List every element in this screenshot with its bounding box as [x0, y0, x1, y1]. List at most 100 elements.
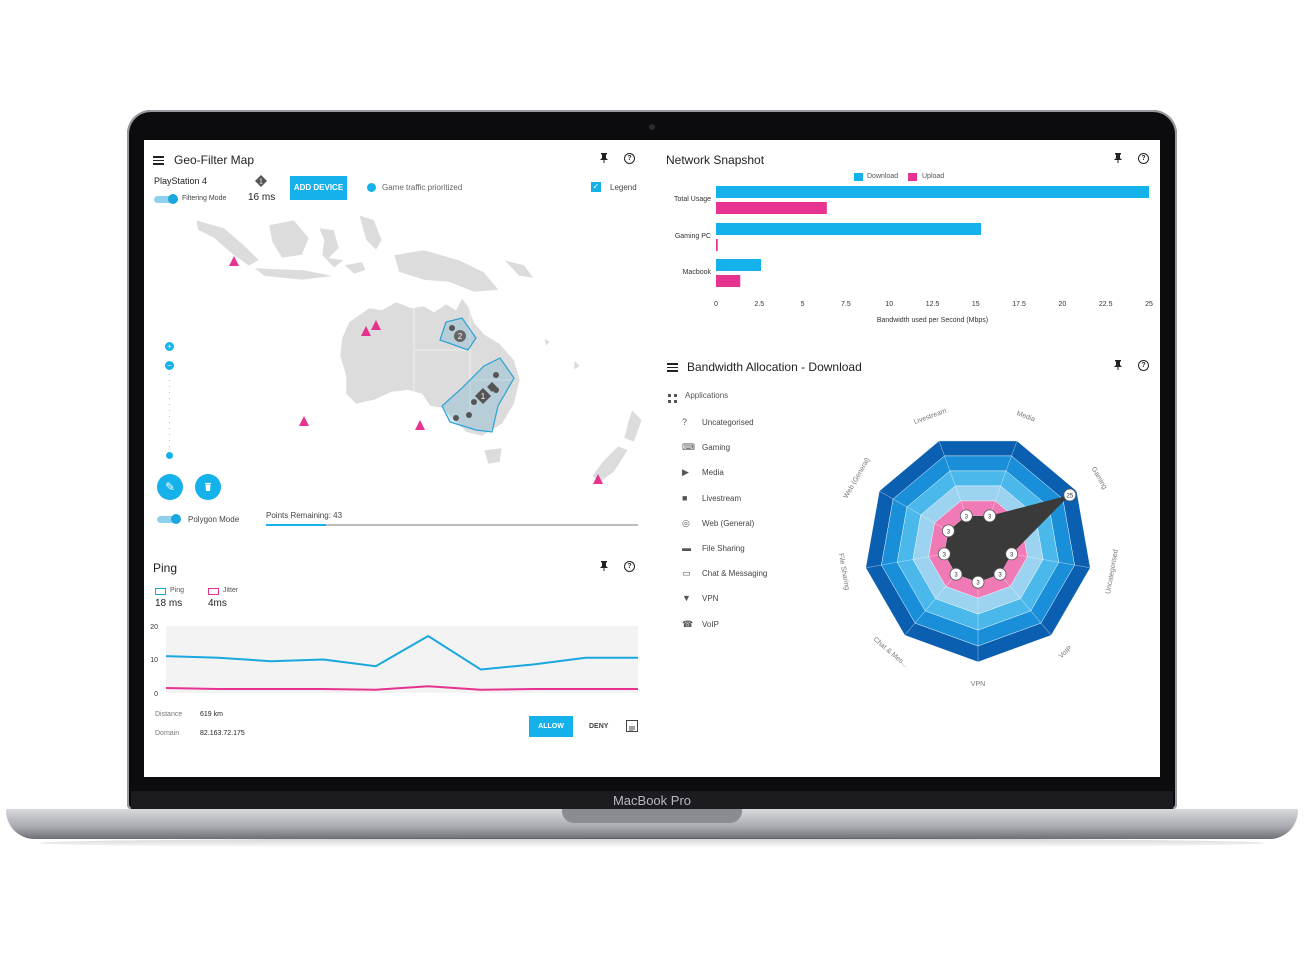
- ping-ytick: 0: [154, 691, 158, 698]
- filtering-mode-label: Filtering Mode: [182, 195, 227, 202]
- blocked-triangle[interactable]: [229, 256, 239, 266]
- zoom-in-icon[interactable]: +: [165, 342, 174, 351]
- legend-label: Legend: [610, 183, 637, 192]
- ping-pin-icon[interactable]: [598, 560, 610, 572]
- bar-upload: [716, 239, 718, 251]
- bandwidth-menu-icon[interactable]: [667, 361, 679, 373]
- game-traffic-label: Game traffic prioritized: [382, 183, 463, 192]
- map-point[interactable]: [466, 412, 472, 418]
- radar-point[interactable]: [983, 509, 997, 523]
- media-icon: ▶: [682, 467, 689, 478]
- ping-value: 18 ms: [155, 598, 183, 609]
- bar-category-label: Gaming PC: [675, 233, 711, 240]
- domain-value: 82.163.72.175: [200, 730, 245, 737]
- bar-download: [716, 259, 762, 271]
- bandwidth-help-icon[interactable]: ?: [1138, 360, 1149, 371]
- radar-point[interactable]: [941, 524, 955, 538]
- jitter-value: 4ms: [208, 598, 227, 609]
- radar-point-label: 3: [1010, 552, 1014, 558]
- bar-upload: [716, 202, 827, 214]
- radar-axis-label: VPN: [971, 681, 985, 688]
- web-icon: ◎: [682, 517, 690, 528]
- legend-checkbox[interactable]: ✓: [591, 182, 601, 192]
- distance-label: Distance: [155, 711, 183, 718]
- delete-icon[interactable]: [195, 474, 221, 500]
- snapshot-help-icon[interactable]: ?: [1138, 153, 1149, 164]
- download-legend-swatch: [854, 173, 863, 181]
- radar-axis-label: Chat & Mes...: [872, 636, 909, 669]
- bar-category-label: Total Usage: [674, 196, 711, 203]
- blocked-triangle[interactable]: [361, 326, 371, 336]
- radar-point[interactable]: [993, 567, 1007, 581]
- polygon-mode-label: Polygon Mode: [188, 515, 240, 524]
- radar-value-area: [944, 495, 1070, 583]
- map-marker-diamond[interactable]: [487, 382, 497, 392]
- cluster-1[interactable]: 1: [475, 388, 491, 404]
- zoom-slider-handle[interactable]: [166, 452, 173, 459]
- jitter-line: [165, 685, 638, 691]
- radar-axis-label: Uncategorised: [1105, 549, 1120, 595]
- map-point[interactable]: [493, 372, 499, 378]
- allow-button[interactable]: ALLOW: [529, 716, 573, 737]
- radar-point-label: 3: [965, 514, 969, 520]
- radar-point[interactable]: [959, 509, 973, 523]
- radar-point-label: 3: [947, 529, 951, 535]
- radar-point[interactable]: [1005, 547, 1019, 561]
- upload-legend-swatch: [908, 173, 917, 181]
- map-point[interactable]: [471, 399, 477, 405]
- map-point[interactable]: [449, 325, 455, 331]
- radar-point[interactable]: [937, 547, 951, 561]
- app-item-label: File Sharing: [702, 544, 745, 553]
- blocked-triangle[interactable]: [299, 416, 309, 426]
- map-point[interactable]: [453, 415, 459, 421]
- ping-help-icon[interactable]: ?: [624, 561, 635, 572]
- jitter-legend-label: Jitter: [223, 587, 239, 594]
- app-item-label: Media: [702, 468, 724, 478]
- bandwidth-title: Bandwidth Allocation - Download: [687, 360, 862, 374]
- help-icon[interactable]: ?: [624, 153, 635, 164]
- bar-download: [716, 223, 981, 235]
- bar-xtick: 10: [885, 301, 893, 308]
- radar-axis-label: Livestream: [913, 408, 948, 426]
- server-points: [449, 325, 499, 421]
- blocked-triangle[interactable]: [593, 474, 603, 484]
- radar-point[interactable]: [971, 575, 985, 589]
- snapshot-pin-icon[interactable]: [1112, 152, 1124, 164]
- bar-xtick: 0: [714, 301, 718, 308]
- ping-ytick: 10: [150, 657, 158, 664]
- blocked-triangle[interactable]: [371, 320, 381, 330]
- latency-value: 16 ms: [248, 192, 276, 203]
- radar-point-label: 3: [954, 573, 958, 579]
- snapshot-title: Network Snapshot: [666, 153, 765, 167]
- applications-grid-icon: [668, 391, 678, 403]
- zoom-slider[interactable]: [169, 374, 170, 454]
- zoom-out-icon[interactable]: −: [165, 361, 174, 370]
- points-progress-fill: [266, 524, 326, 526]
- blocked-triangle[interactable]: [415, 420, 425, 430]
- bar-xtick: 22.5: [1099, 301, 1113, 308]
- cluster-2[interactable]: 2: [454, 330, 466, 342]
- laptop-shadow: [40, 838, 1264, 848]
- add-device-button[interactable]: ADD DEVICE: [290, 176, 347, 200]
- polygon-mode-toggle[interactable]: [157, 514, 181, 524]
- bar-download: [716, 186, 1149, 198]
- bar-xtick: 12.5: [926, 301, 940, 308]
- bandwidth-pin-icon[interactable]: [1112, 359, 1124, 371]
- details-icon[interactable]: [626, 720, 638, 732]
- laptop-notch: [562, 809, 742, 823]
- geo-map[interactable]: 2 1: [184, 210, 644, 510]
- radar-axis-label: Web (General): [843, 457, 872, 500]
- radar-point[interactable]: [949, 567, 963, 581]
- gamepad-icon: ⌨: [682, 442, 695, 453]
- bar-xtick: 20: [1059, 301, 1067, 308]
- bar-xlabel: Bandwidth used per Second (Mbps): [877, 317, 988, 324]
- edit-icon[interactable]: ✎: [157, 474, 183, 500]
- filtering-mode-toggle[interactable]: [154, 194, 178, 204]
- folder-icon: ▬: [682, 543, 691, 553]
- bar-category-label: Macbook: [683, 269, 712, 276]
- pin-icon[interactable]: [598, 152, 610, 164]
- bar-upload: [716, 275, 741, 287]
- menu-icon[interactable]: [153, 154, 165, 166]
- deny-button[interactable]: DENY: [589, 723, 609, 730]
- radar-point[interactable]: [1063, 488, 1077, 502]
